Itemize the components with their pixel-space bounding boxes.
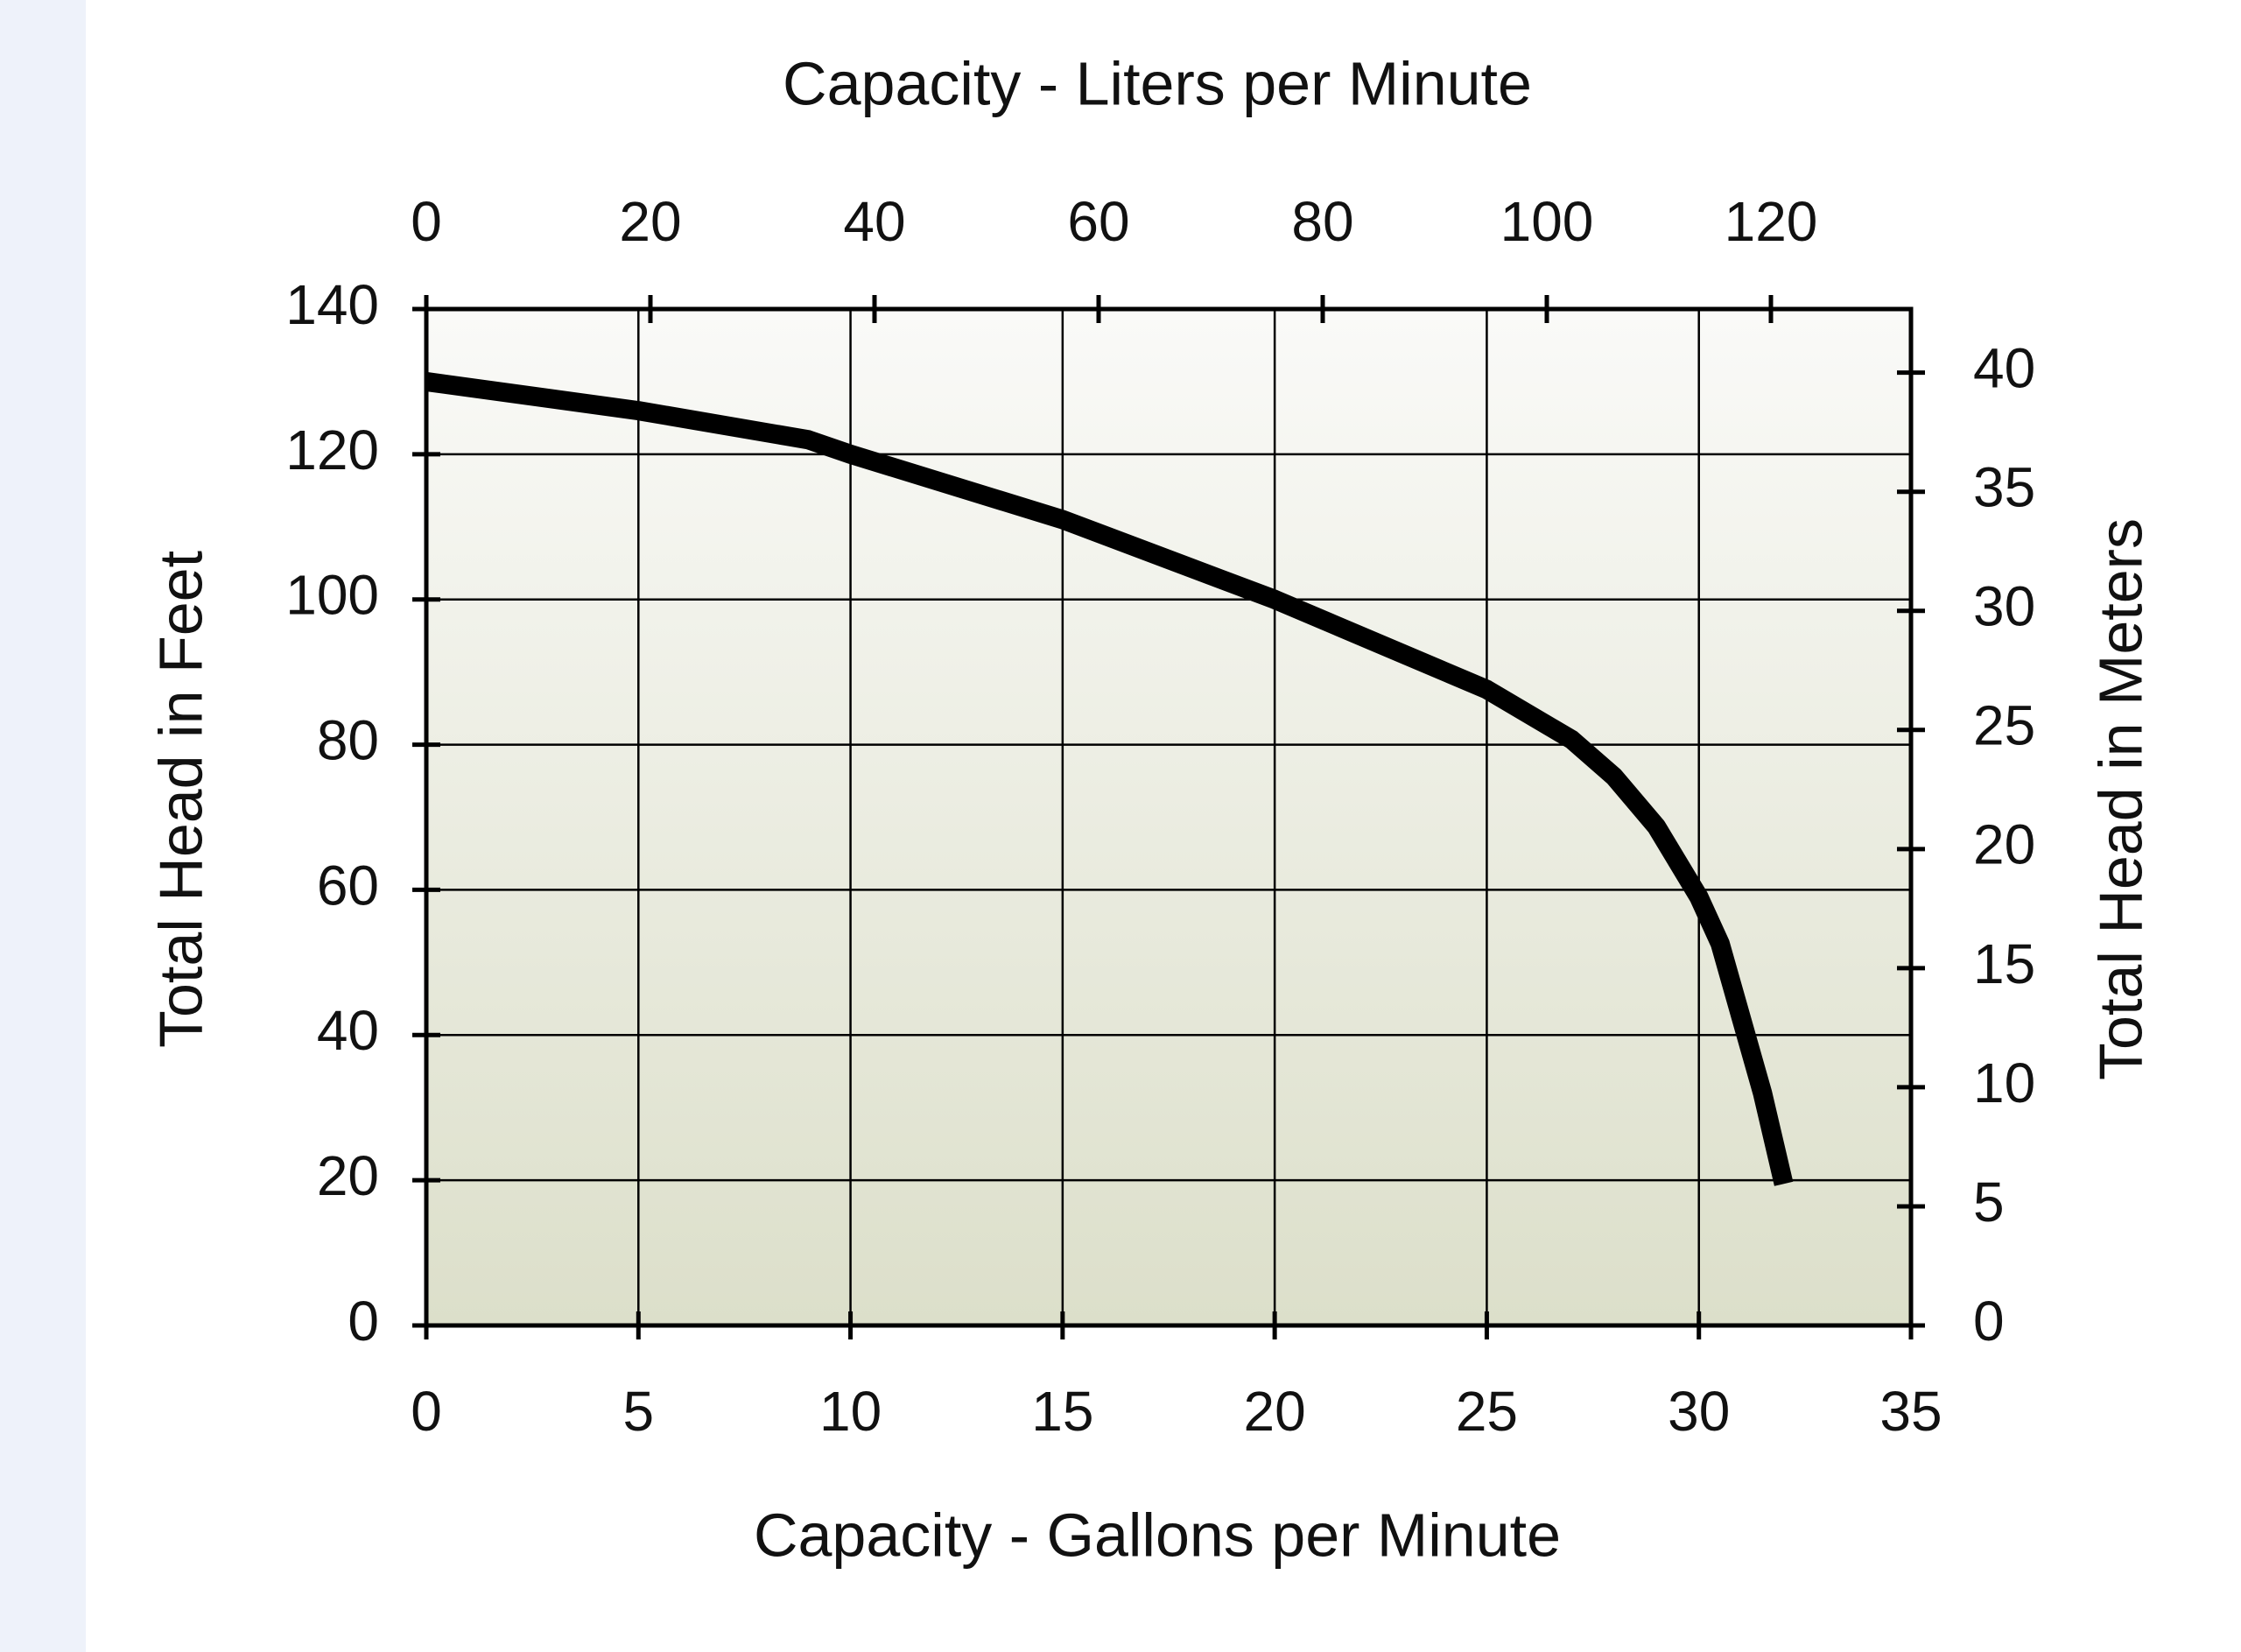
y2-tick-label: 15	[1973, 932, 2035, 995]
x-tick-label: 25	[1456, 1380, 1518, 1443]
y2-tick-label: 35	[1973, 456, 2035, 519]
y-tick-label: 60	[317, 854, 379, 917]
y-tick-label: 140	[285, 273, 379, 336]
y-tick-label: 20	[317, 1144, 379, 1207]
marks	[425, 372, 1794, 1186]
y2-tick-label: 0	[1973, 1290, 2005, 1353]
y-tick-label: 100	[285, 564, 379, 627]
x-tick-label: 0	[411, 1380, 442, 1443]
x-tick-label: 20	[1244, 1380, 1306, 1443]
y2-tick-label: 10	[1973, 1051, 2035, 1114]
side-strip	[0, 0, 86, 1652]
x2-tick-label: 20	[619, 190, 681, 253]
y2-axis-title: Total Head in Meters	[2086, 518, 2154, 1080]
x2-tick-label: 80	[1291, 190, 1353, 253]
x-tick-label: 15	[1031, 1380, 1093, 1443]
x-axis-title: Capacity - Gallons per Minute	[754, 1501, 1561, 1569]
grid	[425, 307, 1913, 1327]
x2-tick-label: 100	[1500, 190, 1594, 253]
pump-curve	[425, 372, 1794, 1186]
x2-axis-title: Capacity - Liters per Minute	[783, 49, 1532, 117]
y2-tick-label: 40	[1973, 337, 2035, 400]
y-tick-label: 80	[317, 708, 379, 771]
x2-tick-label: 120	[1725, 190, 1818, 253]
x2-tick-label: 40	[843, 190, 905, 253]
x-tick-label: 35	[1879, 1380, 1942, 1443]
plot-frame	[424, 306, 1914, 1328]
y2-tick-label: 30	[1973, 575, 2035, 638]
y2-tick-label: 25	[1973, 694, 2035, 757]
x-tick-label: 30	[1668, 1380, 1730, 1443]
x-tick-label: 10	[819, 1380, 882, 1443]
x2-tick-label: 0	[411, 190, 442, 253]
y-tick-label: 120	[285, 418, 379, 482]
y-axis-title: Total Head in Feet	[146, 551, 214, 1048]
y2-tick-label: 5	[1973, 1170, 2005, 1234]
plot-area	[426, 309, 1911, 1325]
x2-tick-label: 60	[1067, 190, 1129, 253]
y-tick-label: 40	[317, 999, 379, 1062]
y2-tick-label: 20	[1973, 813, 2035, 876]
x-tick-label: 5	[622, 1380, 654, 1443]
y-tick-label: 0	[348, 1290, 379, 1353]
